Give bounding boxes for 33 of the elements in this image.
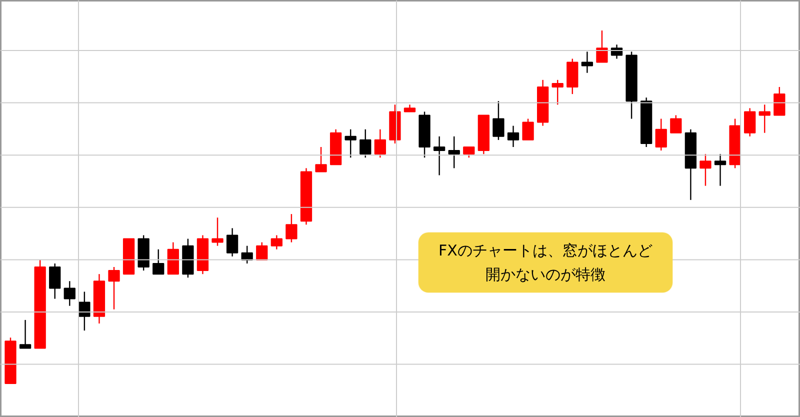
candlestick (463, 146, 475, 158)
candlestick (581, 51, 594, 74)
candlestick (360, 128, 372, 158)
candlestick (700, 153, 712, 186)
candlestick (744, 108, 756, 137)
candlestick (655, 118, 667, 152)
candlestick (315, 146, 327, 172)
annotation: 開かないのが特徴 (486, 266, 606, 284)
candlestick (374, 128, 386, 158)
candlestick (552, 79, 564, 106)
candlestick (492, 100, 504, 141)
candlestick (226, 228, 238, 258)
candlestick (286, 213, 298, 243)
candlestick (212, 216, 224, 246)
candlestick (714, 153, 726, 186)
candlestick (256, 242, 268, 261)
candlestick (507, 125, 520, 148)
candlestick (670, 114, 682, 134)
candlestick (152, 248, 164, 275)
candlestick (758, 104, 770, 134)
candlestick (78, 291, 90, 332)
candlestick (270, 234, 282, 250)
candlestick (774, 86, 786, 116)
candlestick (64, 280, 76, 306)
candlestick (596, 30, 608, 63)
candlestick (49, 262, 61, 300)
candlestick (522, 118, 534, 141)
candlestick (448, 136, 460, 169)
candlestick (108, 266, 120, 310)
candlestick (344, 128, 356, 158)
candlestick (433, 136, 446, 176)
annotation: FXのチャートは、窓がほとんど (438, 242, 652, 260)
candlestick (19, 319, 32, 349)
